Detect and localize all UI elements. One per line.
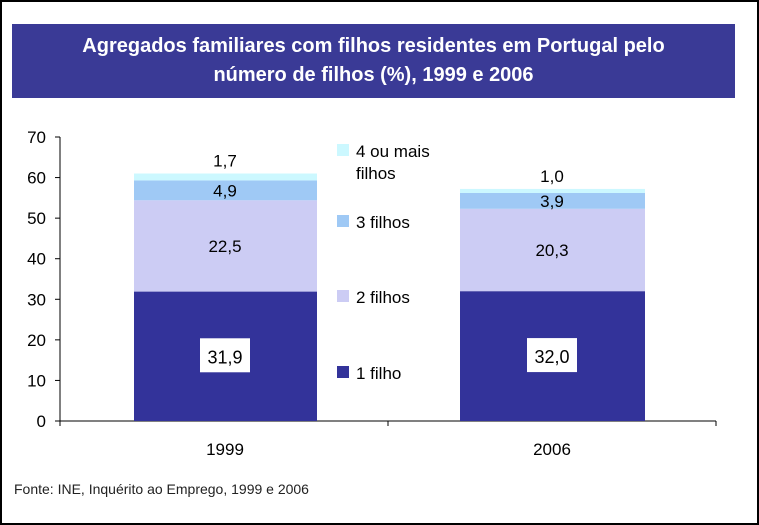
legend-swatch	[337, 366, 349, 378]
bar-segment	[460, 192, 645, 209]
chart-title: Agregados familiares com filhos resident…	[12, 24, 735, 98]
y-tick-label: 30	[27, 290, 46, 309]
data-label-box	[527, 338, 577, 373]
data-label: 20,3	[535, 241, 568, 260]
y-tick-label: 0	[37, 412, 46, 431]
data-label: 1,7	[213, 152, 237, 171]
legend-swatch	[337, 290, 349, 302]
data-label: 1,0	[540, 167, 564, 186]
y-tick-label: 10	[27, 371, 46, 390]
x-tick-label: 1999	[206, 440, 244, 459]
legend-swatch	[337, 215, 349, 227]
chart-title-line-1: Agregados familiares com filhos resident…	[82, 35, 665, 57]
chart-title-line-2: número de filhos (%), 1999 e 2006	[213, 64, 534, 86]
x-tick-label: 2006	[533, 440, 571, 459]
y-tick-label: 60	[27, 169, 46, 188]
y-tick-label: 40	[27, 250, 46, 269]
data-label: 32,0	[534, 347, 569, 367]
legend-label: 2 filhos	[356, 288, 410, 307]
data-label-box	[200, 338, 250, 373]
legend-label: 4 ou mais	[356, 142, 430, 161]
y-tick-label: 20	[27, 331, 46, 350]
y-tick-label: 70	[27, 128, 46, 147]
data-label: 4,9	[213, 181, 237, 200]
data-label: 3,9	[540, 192, 564, 211]
bar-segment	[460, 188, 645, 193]
bar-segment	[460, 208, 645, 292]
data-label: 22,5	[208, 237, 241, 256]
legend-label: 1 filho	[356, 364, 401, 383]
data-label: 31,9	[207, 347, 242, 367]
y-tick-label: 50	[27, 209, 46, 228]
legend-swatch	[337, 144, 349, 156]
bar-segment	[134, 200, 317, 292]
bar-segment	[134, 173, 317, 181]
legend-label: 3 filhos	[356, 213, 410, 232]
bar-segment	[134, 180, 317, 201]
source-note: Fonte: INE, Inquérito ao Emprego, 1999 e…	[14, 481, 309, 497]
legend-label: filhos	[356, 164, 396, 183]
